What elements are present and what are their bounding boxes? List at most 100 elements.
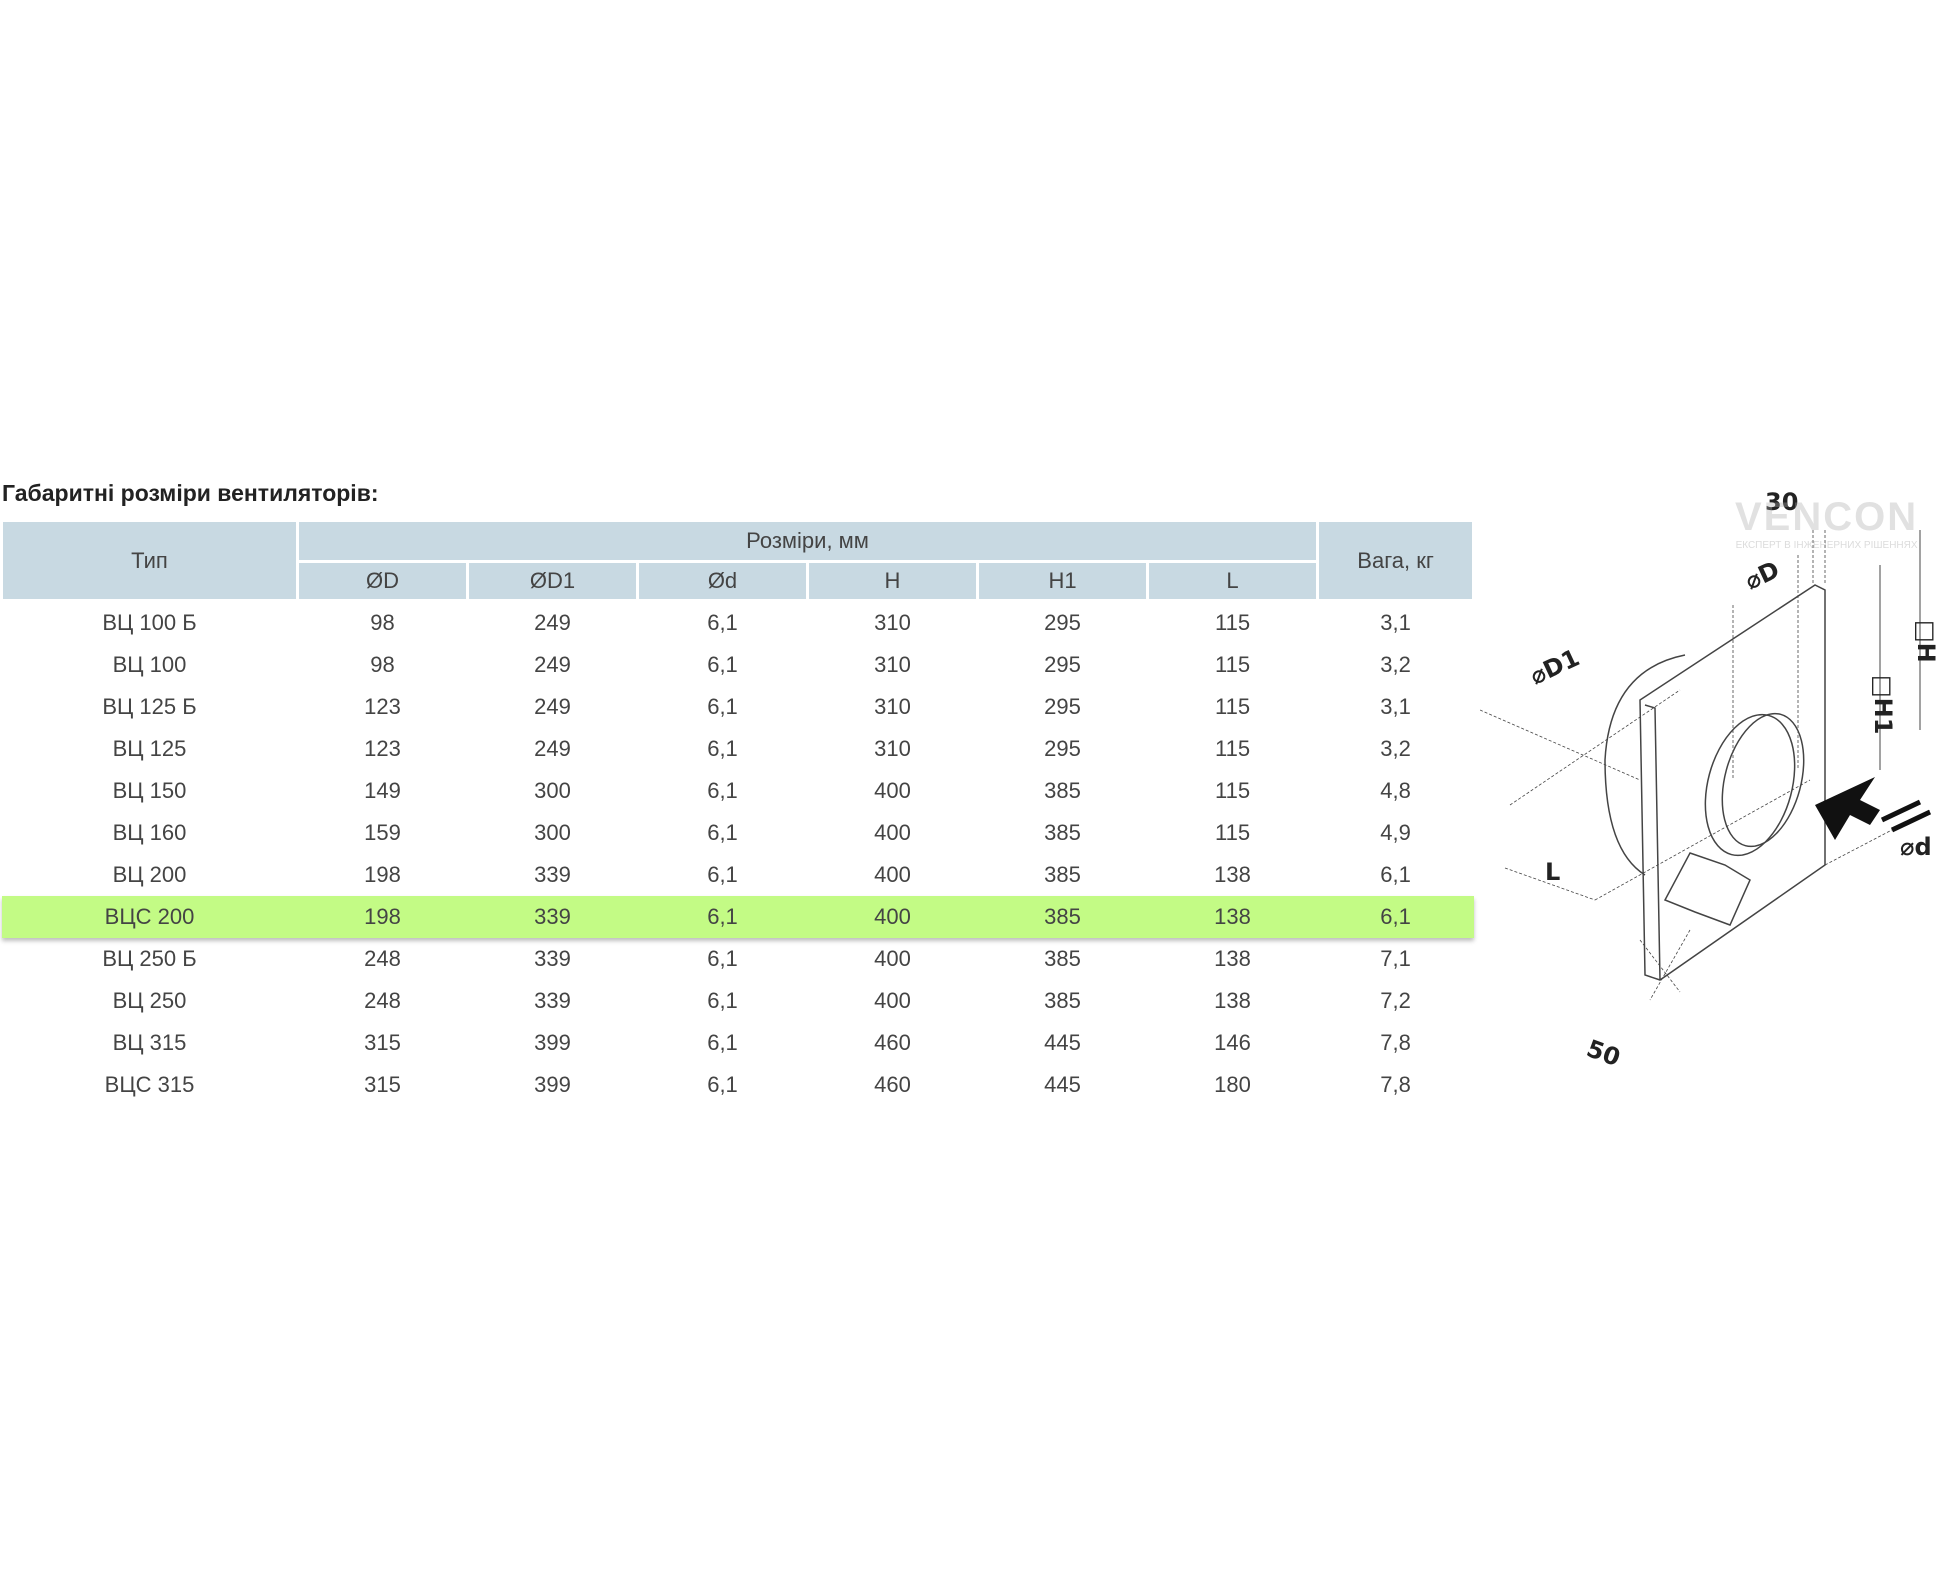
cell-value: 146 — [1214, 1030, 1251, 1055]
cell-type: ВЦ 250 — [112, 988, 187, 1013]
cell-value: 4,8 — [1380, 778, 1411, 803]
cell-value: 310 — [874, 694, 911, 719]
cell-value: 6,1 — [707, 1072, 738, 1097]
header-sub: H — [806, 560, 979, 602]
cell-value: 115 — [1215, 820, 1251, 845]
cell-value: 400 — [874, 988, 911, 1013]
cell-value: 115 — [1215, 778, 1251, 803]
dimensions-table: Тип Розміри, мм Вага, кг ØD ØD1 Ød H H1 L ВЦ … — [0, 519, 1476, 1106]
header-sub: Ød — [636, 560, 809, 602]
cell-value: 6,1 — [707, 946, 738, 971]
motor-housing — [1604, 654, 1686, 876]
table-row: ВЦ 150 149 300 6,1 400 385 115 4,8 — [2, 770, 1474, 812]
fan-dimension-diagram: 30 ⌀D ⌀D1 □H1 □H ⌀d L 50 — [1480, 488, 1940, 1072]
cell-value: 385 — [977, 896, 1148, 938]
label-h: □H — [1912, 620, 1940, 663]
cell-value: 159 — [364, 820, 401, 845]
table-row: ВЦ 315 315 399 6,1 460 445 146 7,8 — [2, 1022, 1474, 1064]
cell-value: 7,1 — [1380, 946, 1411, 971]
cell-value: 400 — [807, 896, 978, 938]
label-d1: ⌀D1 — [1526, 643, 1584, 690]
cell-value: 6,1 — [1317, 896, 1474, 938]
cell-value: 310 — [874, 652, 911, 677]
cell-type: ВЦ 125 — [112, 736, 187, 761]
cell-type: ВЦ 315 — [112, 1030, 187, 1055]
cell-value: 198 — [297, 896, 468, 938]
table-row: ВЦ 250 Б 248 339 6,1 400 385 138 7,1 — [2, 938, 1474, 980]
cell-value: 339 — [534, 862, 571, 887]
cell-value: 385 — [1044, 778, 1081, 803]
header-sub: ØD1 — [466, 560, 639, 602]
label-50: 50 — [1583, 1034, 1624, 1072]
cell-value: 400 — [874, 778, 911, 803]
cell-value: 399 — [534, 1030, 571, 1055]
table-row: ВЦС 200 198 339 6,1 400 385 138 6,1 — [1, 896, 1474, 938]
cell-value: 115 — [1215, 652, 1251, 677]
cell-value: 115 — [1215, 736, 1251, 761]
section-title: Габаритні розміри вентиляторів: — [2, 480, 379, 506]
cell-value: 385 — [1044, 820, 1081, 845]
cell-type: ВЦ 250 Б — [102, 946, 197, 971]
header-dimensions: Розміри, мм — [295, 519, 1320, 563]
cell-value: 385 — [1044, 862, 1081, 887]
header-type: Тип — [0, 519, 299, 602]
header-sub: L — [1145, 560, 1320, 602]
cell-type: ВЦ 200 — [112, 862, 187, 887]
cell-value: 98 — [370, 610, 395, 635]
cell-value: 6,1 — [707, 988, 738, 1013]
cell-value: 6,1 — [1380, 862, 1411, 887]
cell-value: 310 — [874, 736, 911, 761]
airflow-arrow-icon — [1815, 777, 1880, 840]
cell-value: 295 — [1044, 652, 1081, 677]
cell-value: 445 — [1044, 1030, 1081, 1055]
cell-value: 3,1 — [1380, 694, 1411, 719]
cell-value: 138 — [1214, 988, 1251, 1013]
inlet-collar — [1704, 713, 1796, 857]
cell-value: 339 — [534, 946, 571, 971]
table-row: ВЦ 250 248 339 6,1 400 385 138 7,2 — [2, 980, 1474, 1022]
cell-value: 6,1 — [707, 652, 738, 677]
terminal-box — [1663, 852, 1751, 926]
cell-value: 310 — [874, 610, 911, 635]
table-row: ВЦ 200 198 339 6,1 400 385 138 6,1 — [2, 854, 1474, 896]
cell-value: 138 — [1214, 946, 1251, 971]
cell-value: 249 — [534, 694, 571, 719]
cell-value: 400 — [874, 820, 911, 845]
cell-value: 198 — [364, 862, 401, 887]
cell-value: 248 — [364, 988, 401, 1013]
cell-value: 400 — [874, 946, 911, 971]
label-h1: □H1 — [1869, 675, 1897, 734]
cell-value: 3,2 — [1380, 652, 1411, 677]
cell-type: ВЦ 150 — [112, 778, 187, 803]
cell-value: 7,2 — [1380, 988, 1411, 1013]
cell-value: 6,1 — [707, 610, 738, 635]
cell-value: 315 — [364, 1030, 401, 1055]
cell-value: 3,2 — [1380, 736, 1411, 761]
cell-value: 300 — [534, 820, 571, 845]
cell-value: 295 — [1044, 736, 1081, 761]
cell-value: 6,1 — [707, 820, 738, 845]
table-row: ВЦ 125 Б 123 249 6,1 310 295 115 3,1 — [2, 686, 1474, 728]
cell-value: 7,8 — [1380, 1072, 1411, 1097]
cell-value: 399 — [534, 1072, 571, 1097]
cell-value: 138 — [1214, 862, 1251, 887]
cell-value: 400 — [874, 862, 911, 887]
cell-value: 295 — [1044, 610, 1081, 635]
cell-type: ВЦ 100 Б — [102, 610, 197, 635]
cell-value: 460 — [874, 1030, 911, 1055]
cell-value: 6,1 — [707, 1030, 738, 1055]
cell-value: 123 — [364, 736, 401, 761]
cell-value: 249 — [534, 736, 571, 761]
table-row: ВЦ 100 Б 98 249 6,1 310 295 115 3,1 — [2, 601, 1474, 645]
cell-value: 295 — [1044, 694, 1081, 719]
cell-value: 339 — [467, 896, 638, 938]
cell-value: 249 — [534, 610, 571, 635]
cell-value: 385 — [1044, 988, 1081, 1013]
label-l: L — [1545, 858, 1560, 886]
header-weight: Вага, кг — [1316, 519, 1476, 602]
table-row: ВЦ 160 159 300 6,1 400 385 115 4,9 — [2, 812, 1474, 854]
cell-value: 6,1 — [707, 862, 738, 887]
cell-value: 6,1 — [707, 778, 738, 803]
cell-value: 339 — [534, 988, 571, 1013]
cell-value: 98 — [370, 652, 395, 677]
